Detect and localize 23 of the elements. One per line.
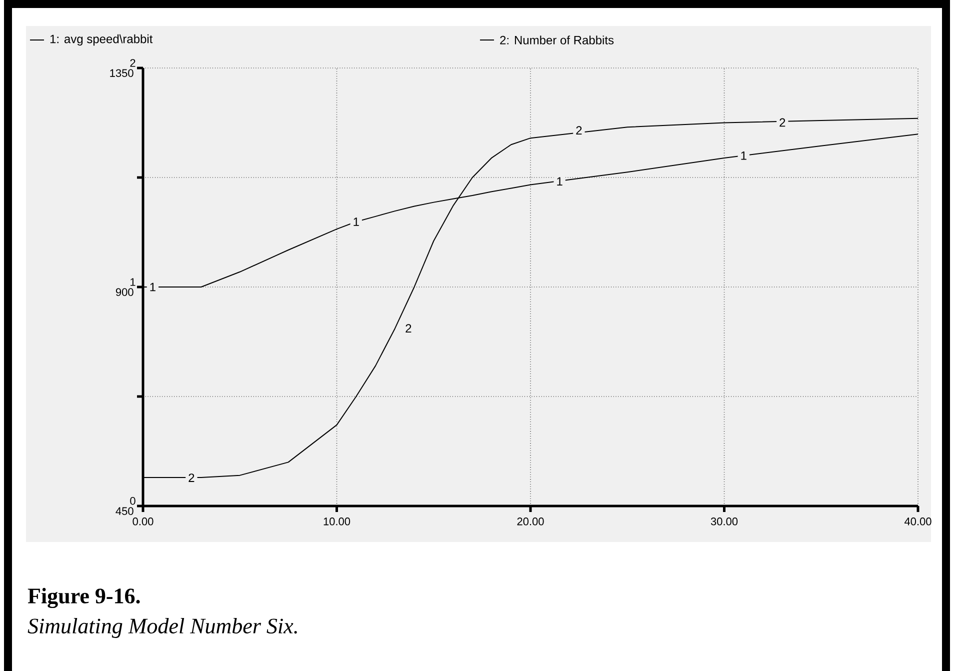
x-tick-label: 10.00 bbox=[324, 518, 350, 526]
x-tick-label: 30.00 bbox=[710, 518, 738, 526]
caption: Figure 9-16. bbox=[28, 588, 140, 608]
y2-tick-label: 2 bbox=[130, 59, 136, 67]
annotation: 2 bbox=[188, 474, 194, 482]
y-tick-label: 450 bbox=[116, 507, 134, 515]
x-tick-label: 40.00 bbox=[904, 518, 932, 526]
annotation: 2 bbox=[576, 126, 582, 134]
x-tick-label: 20.00 bbox=[517, 518, 544, 526]
x-tick-label: 0.00 bbox=[132, 518, 154, 526]
y2-tick-label: 1 bbox=[130, 278, 136, 286]
text: Simulating Model Number Six. bbox=[28, 618, 297, 638]
annotation: 1 bbox=[354, 218, 359, 226]
legend-label: 2: Number of Rabbits bbox=[500, 36, 614, 44]
annotation: 2 bbox=[406, 324, 412, 333]
y2-tick-label: 0 bbox=[130, 497, 136, 505]
annotation: 2 bbox=[780, 118, 786, 127]
annotation: 1 bbox=[150, 282, 156, 292]
legend-label: 1: avg speed\rabbit bbox=[50, 34, 153, 46]
annotation: 1 bbox=[741, 151, 746, 160]
y-tick-label: 1350 bbox=[110, 69, 134, 77]
y-tick-label: 900 bbox=[116, 288, 134, 296]
annotation: 1 bbox=[557, 177, 562, 186]
